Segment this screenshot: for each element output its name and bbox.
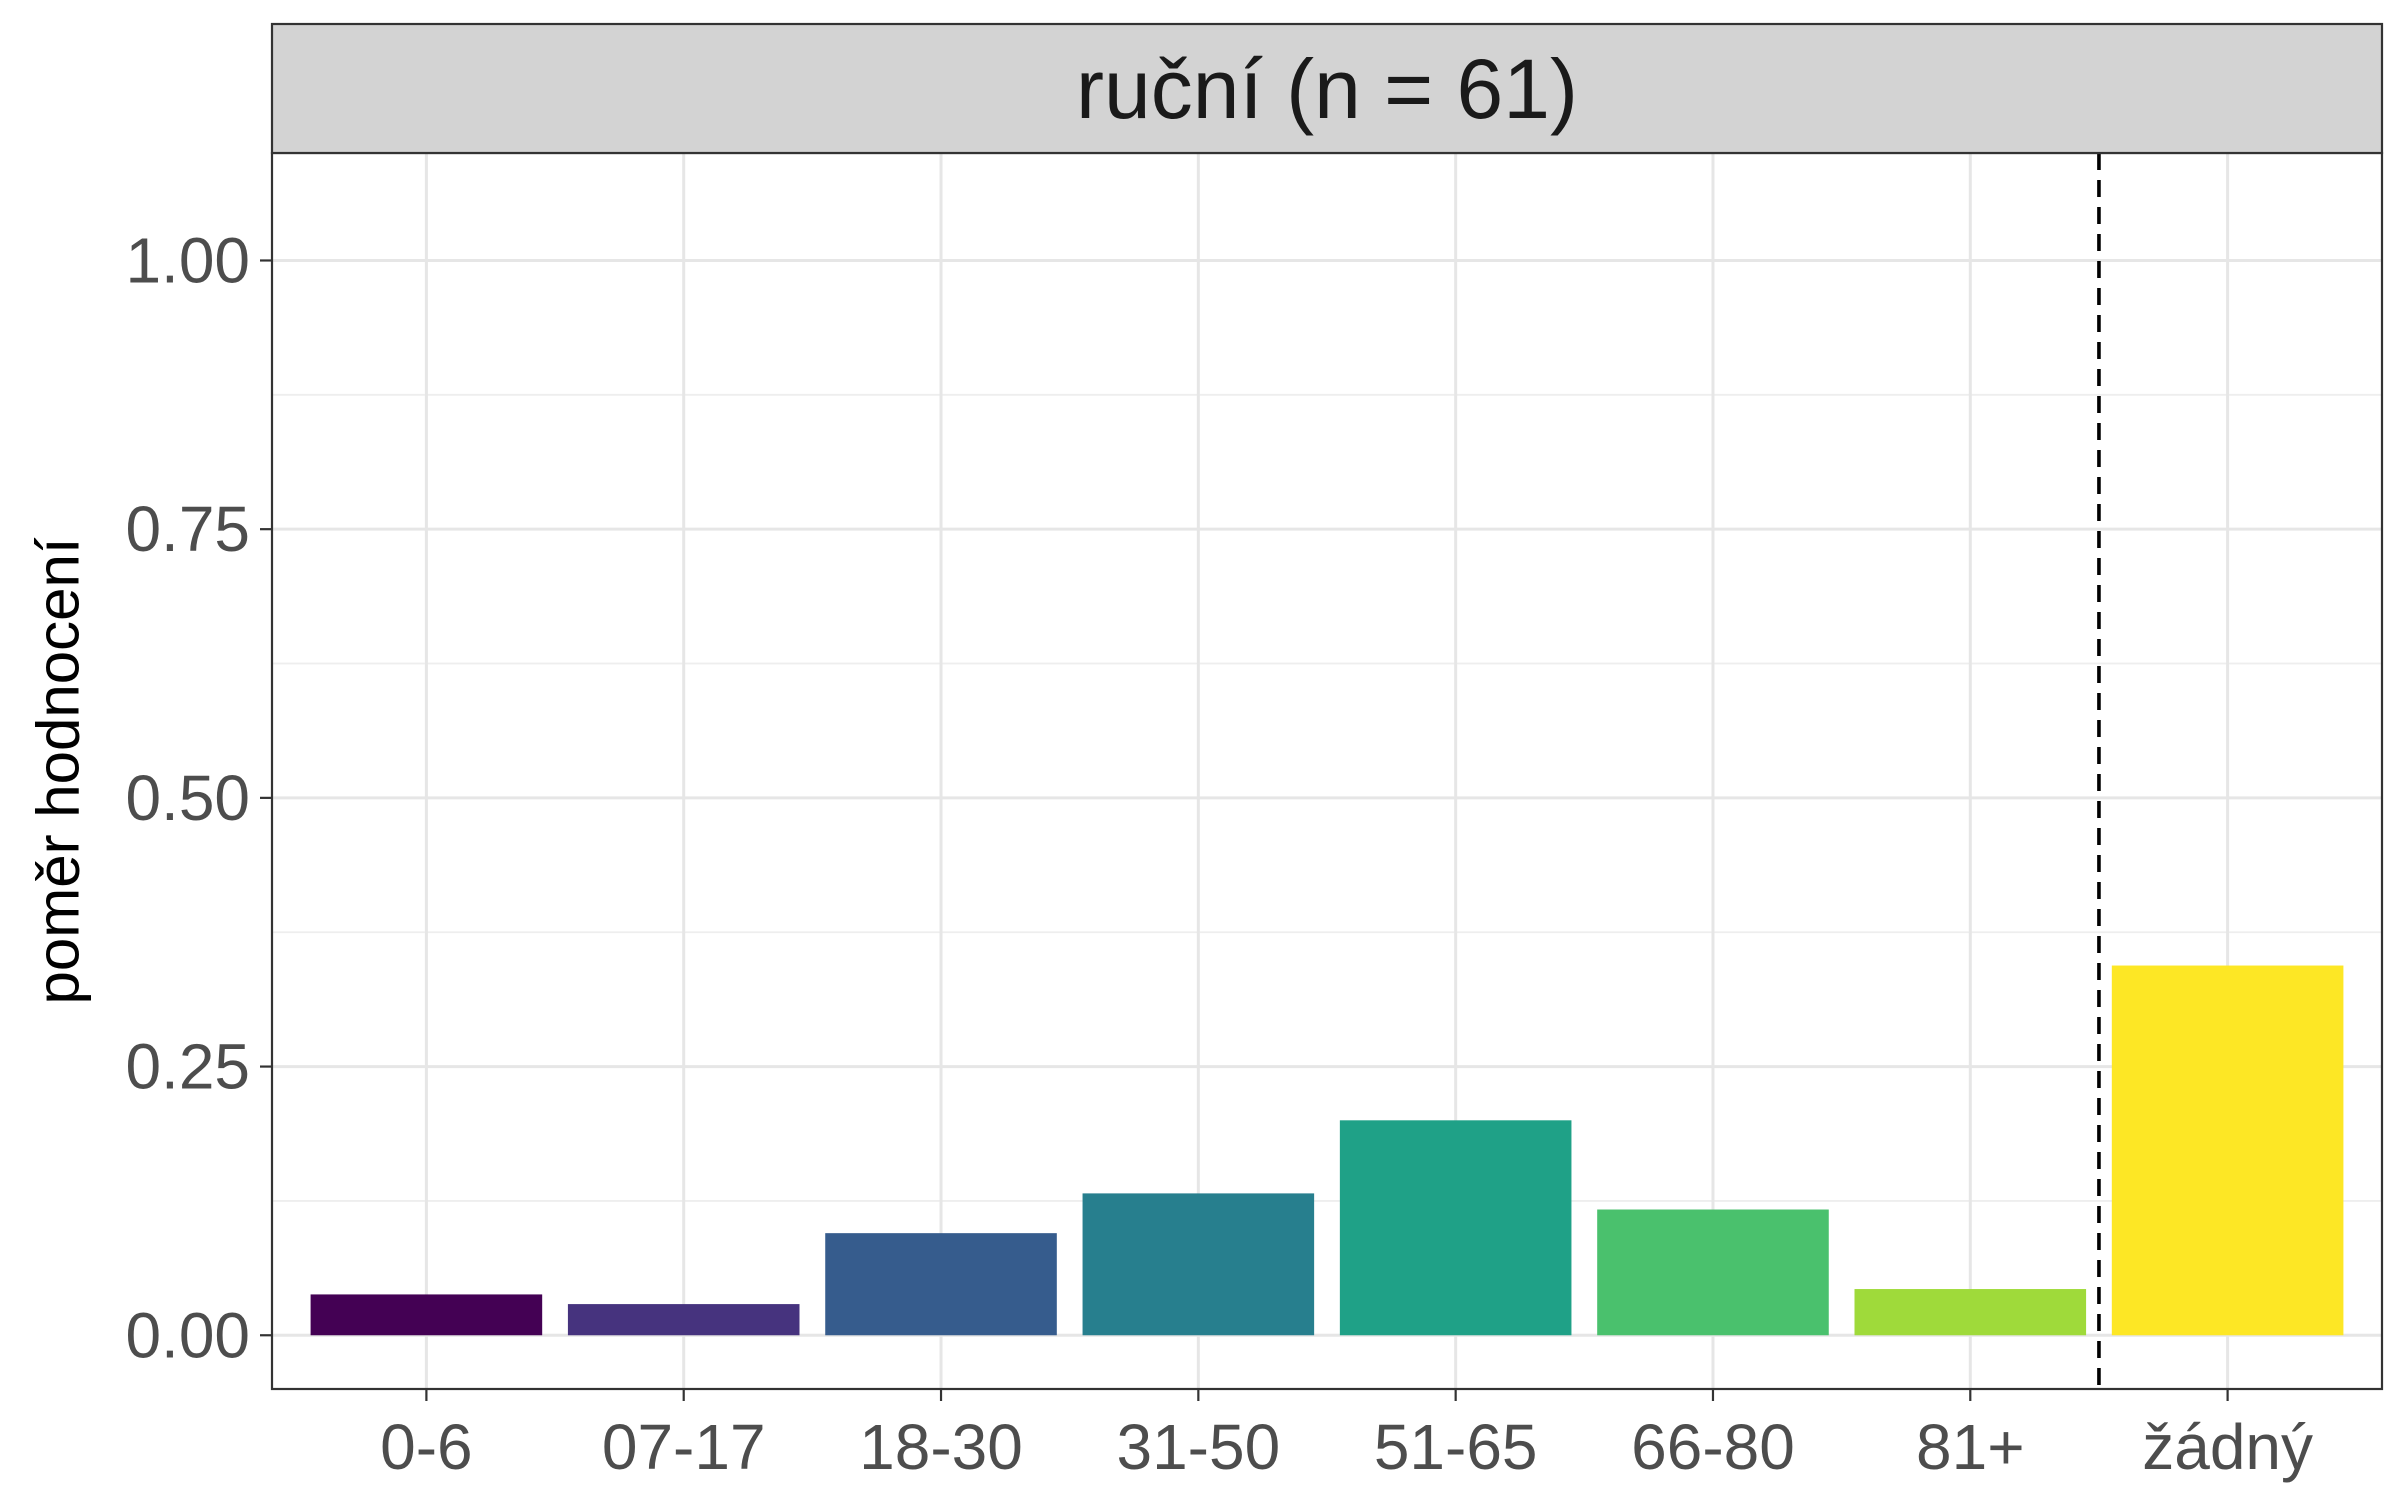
bar	[1854, 1289, 2087, 1336]
x-axis-ticks: 0-6 07-17 18-30 31-50 51-65 66-80 81+ žádný	[380, 1389, 2313, 1483]
bar	[1339, 1120, 1572, 1336]
x-tick-label: 07-17	[602, 1411, 766, 1483]
x-tick-label: 31-50	[1116, 1411, 1280, 1483]
bars	[310, 965, 2344, 1336]
x-tick-label: 51-65	[1374, 1411, 1538, 1483]
y-tick-label: 0.50	[125, 762, 250, 834]
x-tick-label: 18-30	[859, 1411, 1023, 1483]
bar	[1082, 1193, 1315, 1336]
facet-strip	[270, 22, 2384, 155]
panel-background	[272, 153, 2382, 1389]
bar	[2111, 965, 2344, 1336]
bar	[1597, 1209, 1829, 1336]
y-tick-label: 0.25	[125, 1031, 250, 1103]
minor-gridlines	[272, 393, 2382, 1202]
y-tick-label: 1.00	[125, 224, 250, 296]
y-axis-ticks: 0.00 0.25 0.50 0.75 1.00	[125, 224, 272, 1371]
y-tick-label: 0.75	[125, 493, 250, 565]
x-tick-label: 66-80	[1631, 1411, 1795, 1483]
bar	[310, 1294, 543, 1336]
x-tick-label: žádný	[2142, 1411, 2313, 1483]
bar	[825, 1233, 1057, 1336]
x-tick-label: 81+	[1916, 1411, 2025, 1483]
x-tick-label: 0-6	[380, 1411, 473, 1483]
y-tick-label: 0.00	[125, 1299, 250, 1371]
y-axis-title: poměr hodnocení	[25, 537, 92, 1004]
bar	[567, 1304, 800, 1336]
chart-title: ruční (n = 61)	[1076, 42, 1578, 136]
